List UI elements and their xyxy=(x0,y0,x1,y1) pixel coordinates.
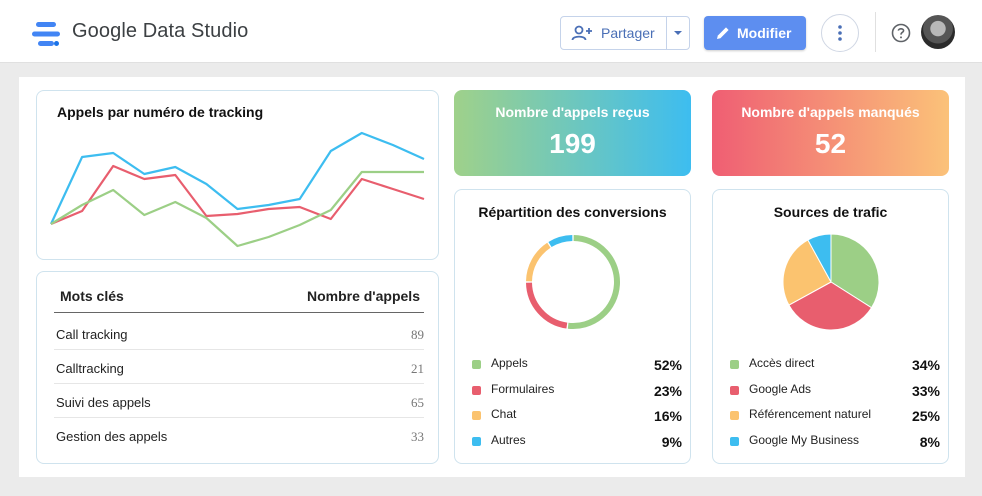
share-button-group: Partager xyxy=(560,16,690,50)
legend-swatch xyxy=(730,360,739,369)
legend-value: 8% xyxy=(919,433,940,450)
avatar[interactable] xyxy=(921,15,955,49)
legend-swatch xyxy=(472,360,481,369)
legend-swatch xyxy=(730,411,739,420)
share-button[interactable]: Partager xyxy=(561,17,668,49)
edit-button[interactable]: Modifier xyxy=(704,16,806,50)
traffic-legend: Accès direct 34% Google Ads 33% Référencemen… xyxy=(730,354,940,456)
table-row: Suivi des appels 65 xyxy=(54,384,424,418)
table-row: Calltracking 21 xyxy=(54,350,424,384)
table-row: Gestion des appels 33 xyxy=(54,418,424,452)
share-options-button[interactable] xyxy=(667,17,689,49)
legend-item: Google Ads 33% xyxy=(730,380,940,406)
app-title: Google Data Studio xyxy=(72,20,249,42)
table-row: Call tracking 89 xyxy=(54,316,424,350)
traffic-card: Sources de trafic Accès direct 34% Google … xyxy=(712,189,949,464)
calls-cell: 89 xyxy=(411,327,424,342)
line-series-2 xyxy=(50,164,425,226)
conversions-slice-2 xyxy=(526,282,568,329)
kpi-label: Nombre d'appels manqués xyxy=(741,104,920,120)
report-canvas: Appels par numéro de tracking Mots clés … xyxy=(19,77,965,477)
keywords-table-card: Mots clés Nombre d'appels Call tracking … xyxy=(36,271,439,464)
keyword-cell: Calltracking xyxy=(56,361,124,376)
legend-label: Référencement naturel xyxy=(749,407,872,421)
help-icon[interactable] xyxy=(891,23,911,43)
more-vert-icon xyxy=(838,25,842,41)
legend-item: Appels 52% xyxy=(472,354,682,380)
calls-cell: 65 xyxy=(411,395,424,410)
legend-swatch xyxy=(472,385,481,395)
legend-value: 34% xyxy=(911,357,940,373)
legend-item: Référencement naturel 25% xyxy=(730,405,940,431)
line-chart-title: Appels par numéro de tracking xyxy=(57,104,264,120)
line-chart-card: Appels par numéro de tracking xyxy=(36,90,439,260)
legend-value: 9% xyxy=(661,433,682,450)
legend-label: Appels xyxy=(491,356,528,370)
calls-cell: 21 xyxy=(411,361,424,376)
legend-item: Autres 9% xyxy=(472,431,682,457)
pencil-icon xyxy=(717,27,729,39)
legend-label: Google Ads xyxy=(749,381,812,396)
legend-swatch xyxy=(472,411,481,420)
kpi-value: 199 xyxy=(549,128,596,159)
more-options-button[interactable] xyxy=(821,14,859,52)
legend-label: Formulaires xyxy=(491,381,555,396)
conversions-card: Répartition des conversions Appels 52% For… xyxy=(454,189,691,464)
conversions-slice-3 xyxy=(526,242,551,282)
traffic-pie-chart xyxy=(782,233,880,331)
legend-value: 25% xyxy=(911,408,940,424)
kpi-value: 52 xyxy=(814,128,847,159)
legend-item: Chat 16% xyxy=(472,405,682,431)
legend-item: Accès direct 34% xyxy=(730,354,940,380)
legend-item: Formulaires 23% xyxy=(472,380,682,406)
table-header-divider xyxy=(54,312,424,313)
legend-swatch xyxy=(730,385,739,395)
conversions-slice-1 xyxy=(567,235,620,329)
kpi-calls-missed: Nombre d'appels manqués 52 xyxy=(712,90,949,176)
data-studio-logo-icon xyxy=(32,22,60,46)
line-series-3 xyxy=(50,170,424,248)
edit-label: Modifier xyxy=(737,25,792,41)
conversions-donut-chart xyxy=(526,235,620,329)
legend-swatch xyxy=(730,436,739,446)
keyword-cell: Suivi des appels xyxy=(56,395,151,410)
share-label: Partager xyxy=(601,25,655,41)
legend-value: 16% xyxy=(653,408,682,424)
conversions-legend: Appels 52% Formulaires 23% Chat 16% Autres 9% xyxy=(472,354,682,456)
legend-value: 33% xyxy=(911,382,940,399)
traffic-slice-4 xyxy=(807,233,832,283)
person-add-icon xyxy=(571,25,592,41)
legend-value: 52% xyxy=(653,357,682,373)
legend-label: Chat xyxy=(491,407,517,421)
traffic-title: Sources de trafic xyxy=(773,204,888,220)
column-header-keyword: Mots clés xyxy=(60,288,124,304)
legend-value: 23% xyxy=(653,382,682,399)
conversions-slice-4 xyxy=(548,235,573,248)
keyword-cell: Call tracking xyxy=(56,327,128,342)
toolbar-divider xyxy=(875,12,876,52)
kpi-calls-received: Nombre d'appels reçus 199 xyxy=(454,90,691,176)
caret-down-icon xyxy=(674,31,683,35)
legend-label: Accès direct xyxy=(749,356,815,370)
calls-cell: 33 xyxy=(411,429,424,444)
top-bar: Google Data Studio Partager Modifier xyxy=(0,0,982,63)
traffic-slice-3 xyxy=(782,239,832,306)
kpi-label: Nombre d'appels reçus xyxy=(495,104,650,120)
line-series-1 xyxy=(50,131,425,225)
legend-label: Autres xyxy=(491,432,526,447)
line-chart xyxy=(50,131,425,248)
column-header-calls: Nombre d'appels xyxy=(306,288,420,304)
keyword-cell: Gestion des appels xyxy=(56,429,168,444)
legend-label: Google My Business xyxy=(749,432,860,447)
legend-item: Google My Business 8% xyxy=(730,431,940,457)
legend-swatch xyxy=(472,436,481,446)
conversions-title: Répartition des conversions xyxy=(478,204,667,220)
